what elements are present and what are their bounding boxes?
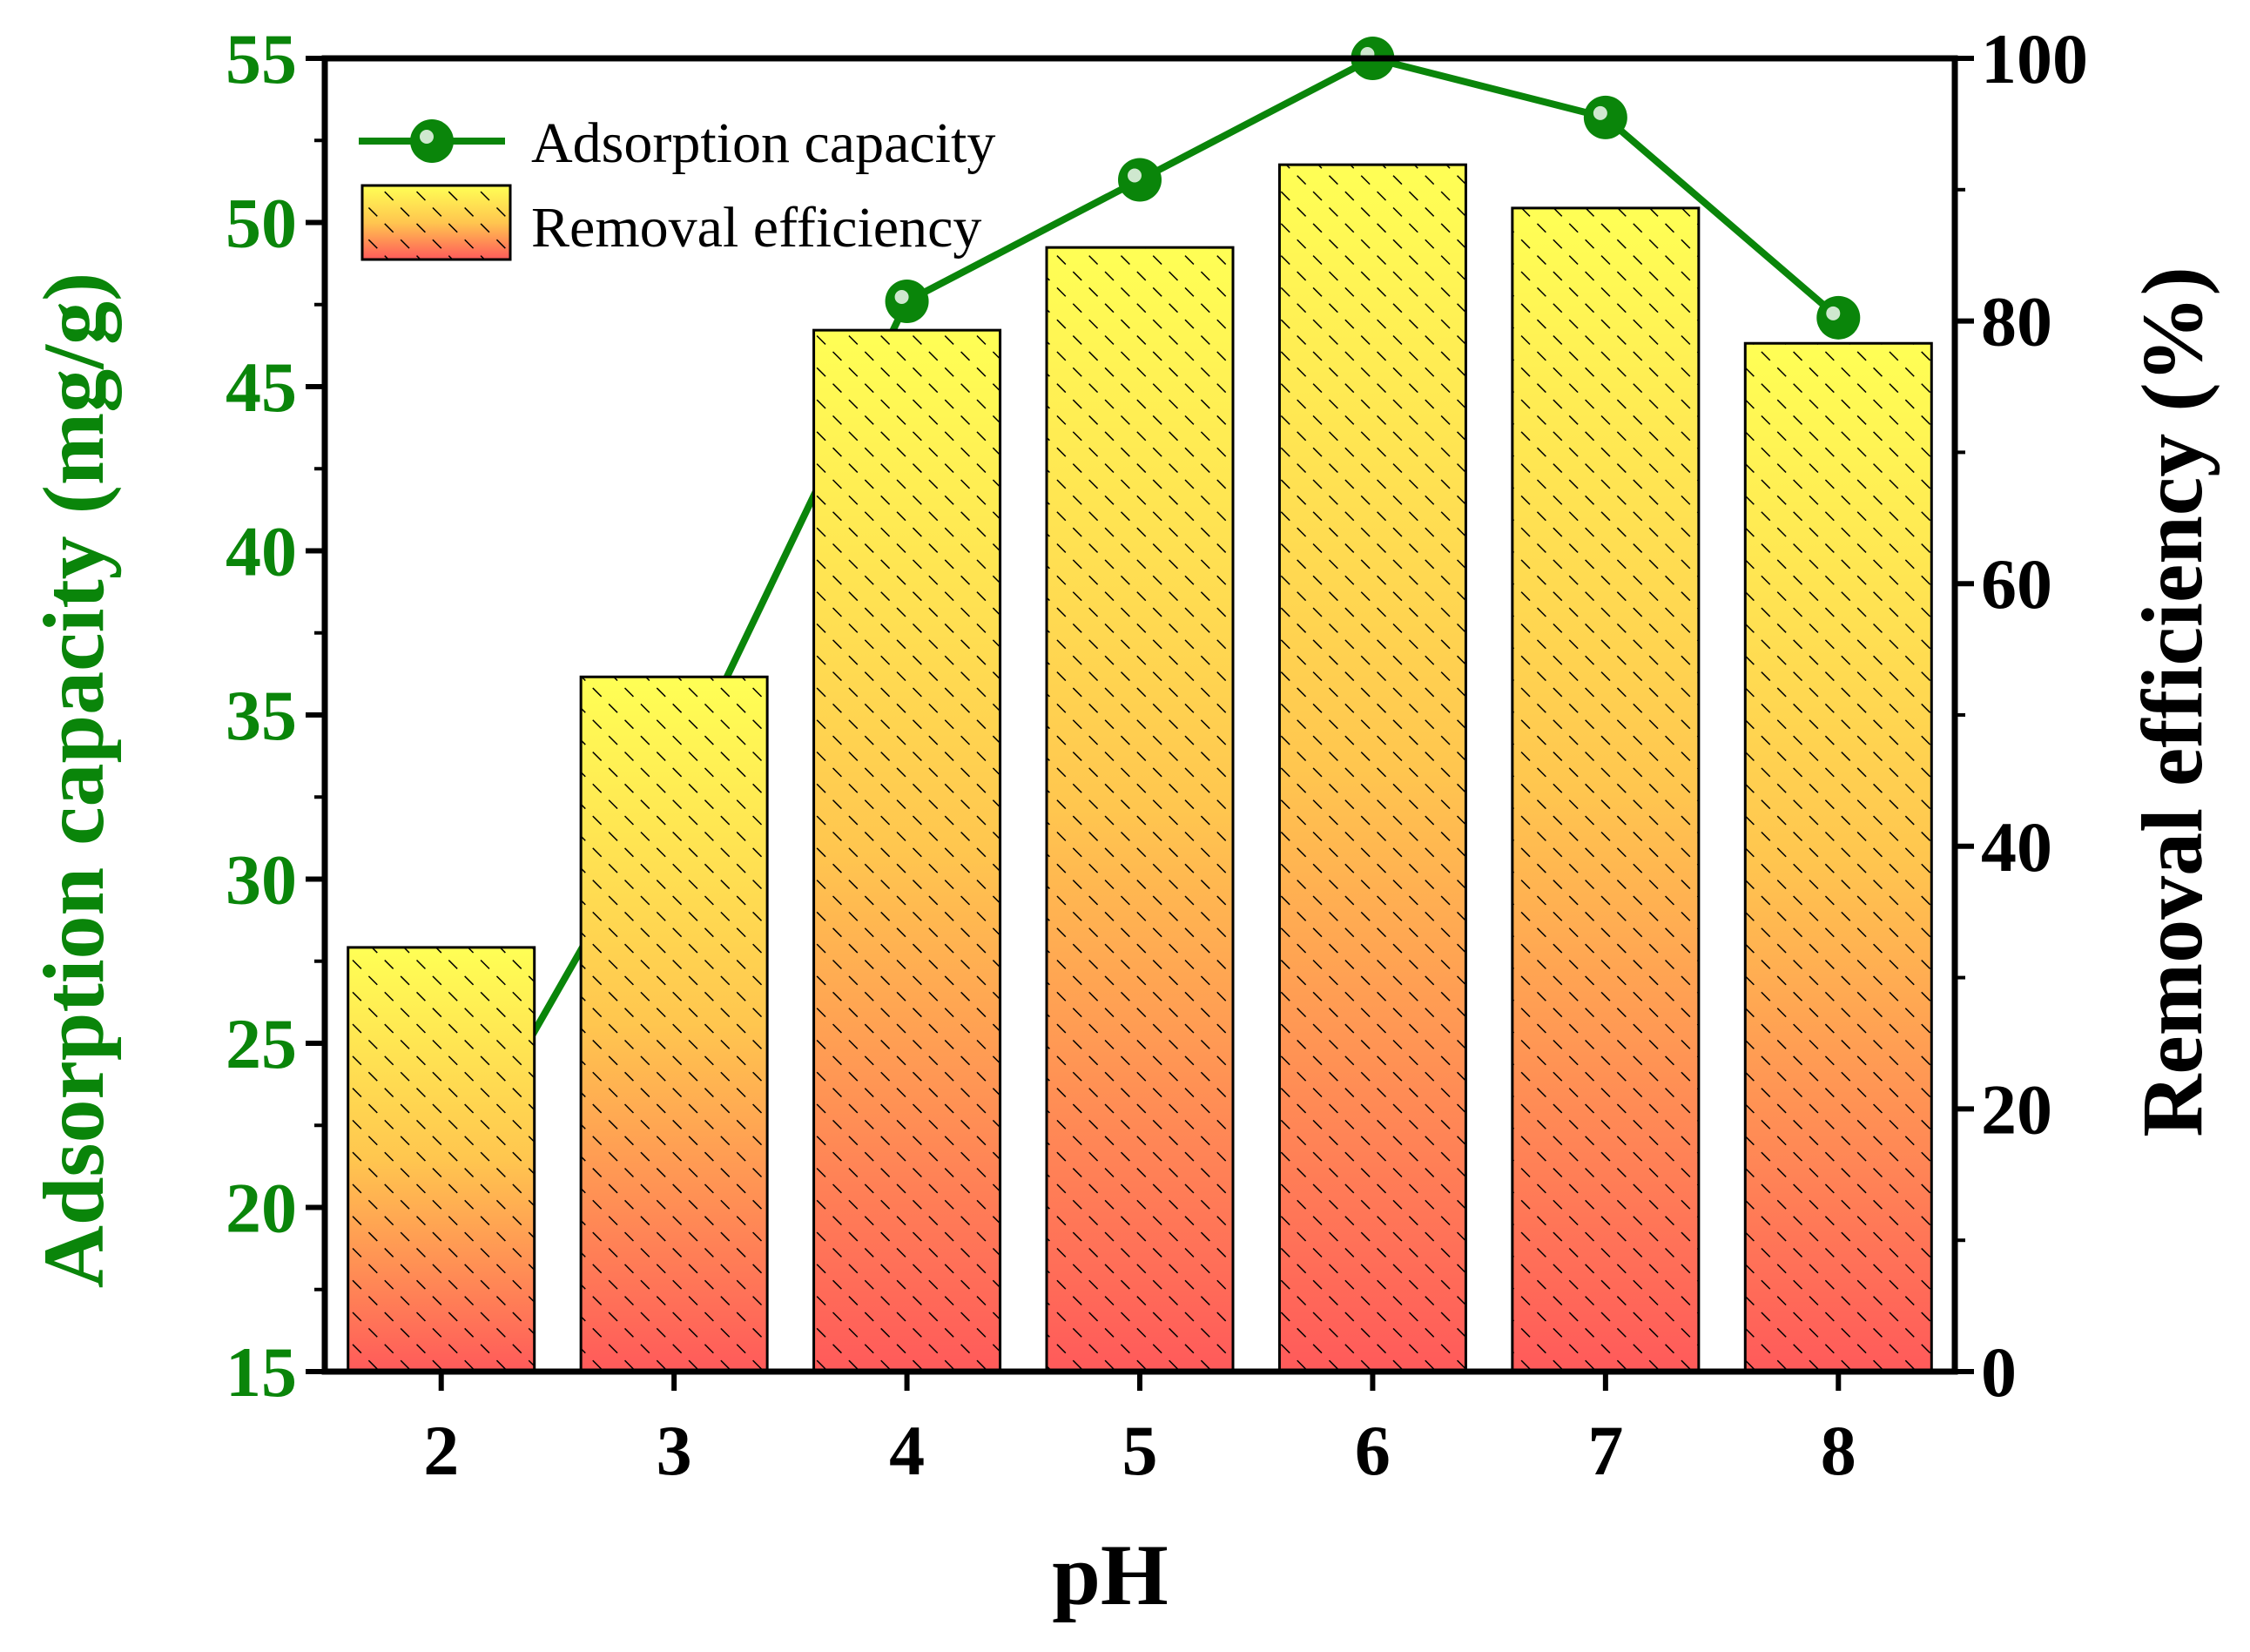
point-highlight-4	[894, 289, 909, 304]
left-tick-label-20: 20	[226, 1169, 297, 1248]
left-tick-label-55: 55	[226, 19, 297, 98]
x-tick-label-3: 3	[657, 1411, 692, 1490]
point-highlight-7	[1593, 105, 1607, 120]
point-highlight-8	[1826, 306, 1841, 320]
x-tick-label-7: 7	[1587, 1411, 1623, 1490]
left-axis: 15 20 25 30 35 40 45 50 55	[226, 19, 325, 1412]
right-tick-label-80: 80	[1981, 282, 2052, 361]
bar-hatch-6	[1279, 165, 1466, 1372]
legend-label-adsorption: Adsorption capacity	[531, 111, 995, 175]
left-tick-label-50: 50	[226, 184, 297, 263]
left-tick-label-35: 35	[226, 676, 297, 755]
right-tick-label-40: 40	[1981, 807, 2052, 887]
right-tick-label-100: 100	[1981, 19, 2088, 98]
left-tick-label-45: 45	[226, 347, 297, 427]
bar-series	[347, 163, 1933, 1373]
x-tick-label-2: 2	[423, 1411, 459, 1490]
legend-bar-hatch	[362, 185, 510, 260]
x-tick-label-5: 5	[1122, 1411, 1158, 1490]
left-tick-label-15: 15	[226, 1332, 297, 1412]
x-tick-label-6: 6	[1355, 1411, 1391, 1490]
left-axis-title: Adsorption capacity (mg/g)	[25, 273, 122, 1289]
bar-hatch-4	[813, 330, 1000, 1372]
right-tick-label-0: 0	[1981, 1332, 2017, 1412]
x-axis-title: pH	[1052, 1527, 1168, 1623]
x-tick-label-8: 8	[1821, 1411, 1856, 1490]
x-axis: 2 3 4 5 6 7 8	[423, 1372, 1856, 1490]
right-axis: 0 20 40 60 80 100	[1955, 19, 2088, 1412]
bar-hatch-2	[347, 947, 535, 1372]
bar-hatch-3	[581, 677, 768, 1372]
right-tick-label-60: 60	[1981, 544, 2052, 624]
x-tick-label-4: 4	[889, 1411, 925, 1490]
bar-hatch-7	[1512, 207, 1699, 1372]
bar-hatch-8	[1745, 343, 1932, 1372]
left-tick-label-30: 30	[226, 840, 297, 920]
left-tick-label-25: 25	[226, 1004, 297, 1083]
bar-hatch-5	[1047, 247, 1233, 1372]
legend-marker-highlight	[420, 130, 434, 144]
right-axis-title: Removal efficiency (%)	[2124, 266, 2220, 1137]
legend: Adsorption capacity Removal efficiency	[359, 111, 995, 261]
legend-label-removal: Removal efficiency	[531, 196, 981, 260]
right-tick-label-20: 20	[1981, 1069, 2052, 1149]
point-highlight-5	[1128, 168, 1142, 183]
left-tick-label-40: 40	[226, 512, 297, 591]
